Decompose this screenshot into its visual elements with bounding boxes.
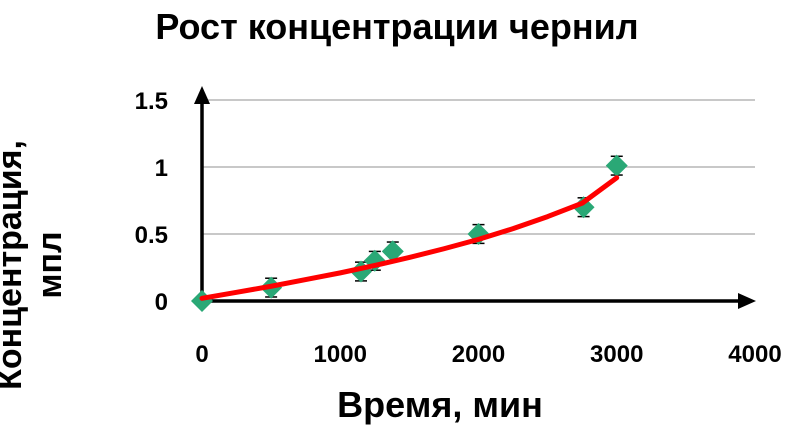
axes [194,86,756,309]
x-axis-arrow [738,293,756,309]
x-tick-label-0: 0 [195,341,208,368]
gridlines [202,99,755,235]
y-tick-label-3: 1.5 [135,88,168,115]
data-point-7 [605,154,628,177]
trendline [199,175,620,301]
y-tick-label-1: 0.5 [135,222,168,249]
x-tick-label-3: 3000 [590,341,643,368]
data-point-4 [381,240,404,263]
y-tick-label-2: 1 [155,155,168,182]
x-tick-label-4: 4000 [728,341,781,368]
tick-labels: 0 1000 2000 3000 4000 0 0.5 1 1.5 [135,88,782,368]
trendline-curve [199,175,620,301]
x-tick-label-2: 2000 [452,341,505,368]
x-tick-label-1: 1000 [314,341,367,368]
data-point-6 [572,196,595,219]
chart-title: Рост концентрации чернил [155,6,639,47]
data-point-0 [191,290,213,312]
x-axis-label: Время, мин [337,384,543,425]
y-tick-label-0: 0 [155,289,168,316]
y-axis-arrow [194,86,210,104]
